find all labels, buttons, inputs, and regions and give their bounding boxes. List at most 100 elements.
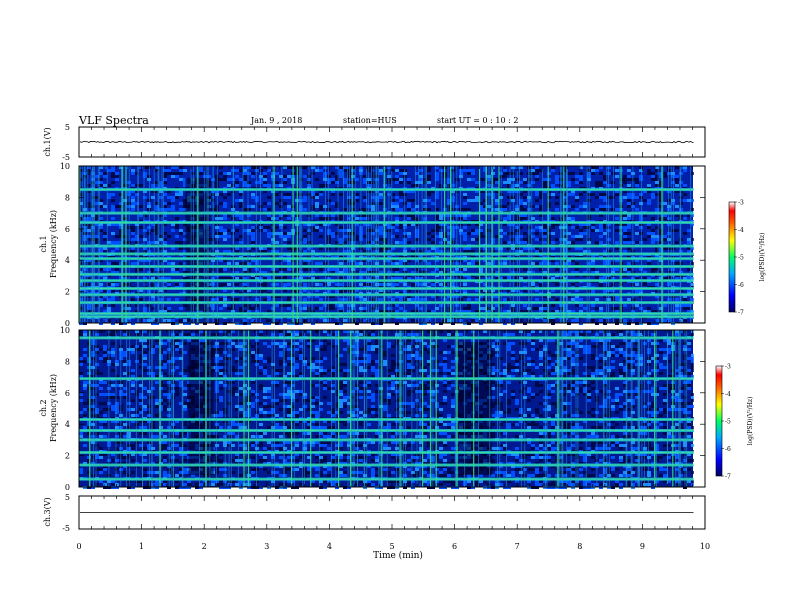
spectrogram-cell (147, 271, 151, 274)
spectrogram-band-core (79, 287, 694, 289)
spectrogram-cell (623, 229, 627, 232)
spectrogram-cell (463, 247, 467, 250)
spectrogram-cell (163, 202, 167, 205)
spectrogram-cell (567, 262, 571, 265)
spectrogram-cell (155, 339, 159, 342)
spectrogram-cell (343, 372, 347, 375)
spectrogram-cell (355, 235, 359, 238)
spectrogram-cell (95, 304, 99, 307)
spectrogram-cell (375, 339, 379, 342)
spectrogram-cell (131, 199, 135, 202)
spectrogram-cell (103, 166, 107, 169)
spectrogram-cell (547, 223, 551, 226)
spectrogram-cell (435, 226, 439, 229)
spectrogram-cell (135, 190, 139, 193)
spectrogram-cell (359, 369, 363, 372)
spectrogram-cell (463, 310, 467, 313)
spectrogram-cell (87, 372, 91, 375)
spectrogram-cell (635, 223, 639, 226)
spectrogram-cell (543, 184, 547, 187)
spectrogram-cell (151, 277, 155, 280)
spectrogram-cell (555, 283, 559, 286)
spectrogram-cell (367, 366, 371, 369)
spectrogram-cell (235, 169, 239, 172)
spectrogram-cell (483, 208, 487, 211)
spectrogram-cell (155, 277, 159, 280)
spectrogram-cell (507, 190, 511, 193)
spectrogram-cell (315, 360, 319, 363)
spectrogram-cell (111, 232, 115, 235)
spectrogram-cell (327, 247, 331, 250)
spectrogram-cell (171, 342, 175, 345)
spectrogram-cell (571, 357, 575, 360)
spectrogram-cell (319, 190, 323, 193)
spectrogram-cell (351, 208, 355, 211)
spectrogram-cell (575, 319, 579, 322)
spectrogram-cell (303, 289, 307, 292)
spectrogram-cell (147, 232, 151, 235)
spectrogram-cell (95, 202, 99, 205)
spectrogram-cell (119, 295, 123, 298)
spectrogram-cell (579, 166, 583, 169)
spectrogram-cell (643, 310, 647, 313)
spectrogram-cell (503, 277, 507, 280)
spectrogram-cell (523, 238, 527, 241)
spectrogram-cell (391, 193, 395, 196)
spectrogram-cell (275, 369, 279, 372)
spectrogram-band-core (79, 258, 694, 260)
ch1-voltage-ylabel: ch.1(V) (43, 127, 52, 156)
spectrogram-cell (427, 166, 431, 169)
spectrogram-cell (555, 175, 559, 178)
spectrogram-cell (479, 229, 483, 232)
spectrogram-cell (447, 345, 451, 348)
spectrogram-cell (475, 232, 479, 235)
spectrogram-cell (575, 351, 579, 354)
spectrogram-cell (639, 357, 643, 360)
spectrogram-cell (319, 262, 323, 265)
spectrogram-cell (199, 339, 203, 342)
spectrogram-cell (159, 190, 163, 193)
spectrogram-cell (623, 175, 627, 178)
spectrogram-cell (219, 351, 223, 354)
spectrogram-cell (535, 190, 539, 193)
spectrogram-cell (675, 241, 679, 244)
spectrogram-cell (563, 375, 567, 378)
spectrogram-cell (575, 375, 579, 378)
spectrogram-cell (691, 369, 695, 372)
spectrogram-cell (451, 345, 455, 348)
spectrogram-cell (371, 232, 375, 235)
spectrogram-cell (467, 169, 471, 172)
spectrogram-cell (299, 205, 303, 208)
spectrogram-cell (115, 241, 119, 244)
spectrogram-cell (595, 166, 599, 169)
spectrogram-cell (579, 232, 583, 235)
spectrogram-cell (223, 202, 227, 205)
spectrogram-cell (179, 202, 183, 205)
spectrogram-cell (87, 259, 91, 262)
spectrogram-cell (647, 172, 651, 175)
spectrogram-cell (147, 289, 151, 292)
spectrogram-cell (423, 369, 427, 372)
spectrogram-cell (407, 259, 411, 262)
spectrogram-cell (563, 307, 567, 310)
spectrogram-cell (143, 259, 147, 262)
spectrogram-cell (319, 193, 323, 196)
spectrogram-cell (383, 363, 387, 366)
spectrogram-cell (299, 199, 303, 202)
spectrogram-cell (239, 310, 243, 313)
spectrogram-cell (503, 208, 507, 211)
spectrogram-cell (659, 193, 663, 196)
spectrogram-cell (231, 366, 235, 369)
spectrogram-cell (135, 330, 139, 333)
spectrogram-cell (119, 277, 123, 280)
spectrogram-cell (611, 181, 615, 184)
spectrogram-cell (171, 319, 175, 322)
spectrogram-cell (223, 277, 227, 280)
spectrogram-cell (407, 360, 411, 363)
spectrogram-cell (227, 184, 231, 187)
spectrogram-cell (439, 217, 443, 220)
spectrogram-cell (343, 363, 347, 366)
spectrogram-cell (563, 259, 567, 262)
spectrogram-cell (579, 223, 583, 226)
spectrogram-cell (371, 366, 375, 369)
